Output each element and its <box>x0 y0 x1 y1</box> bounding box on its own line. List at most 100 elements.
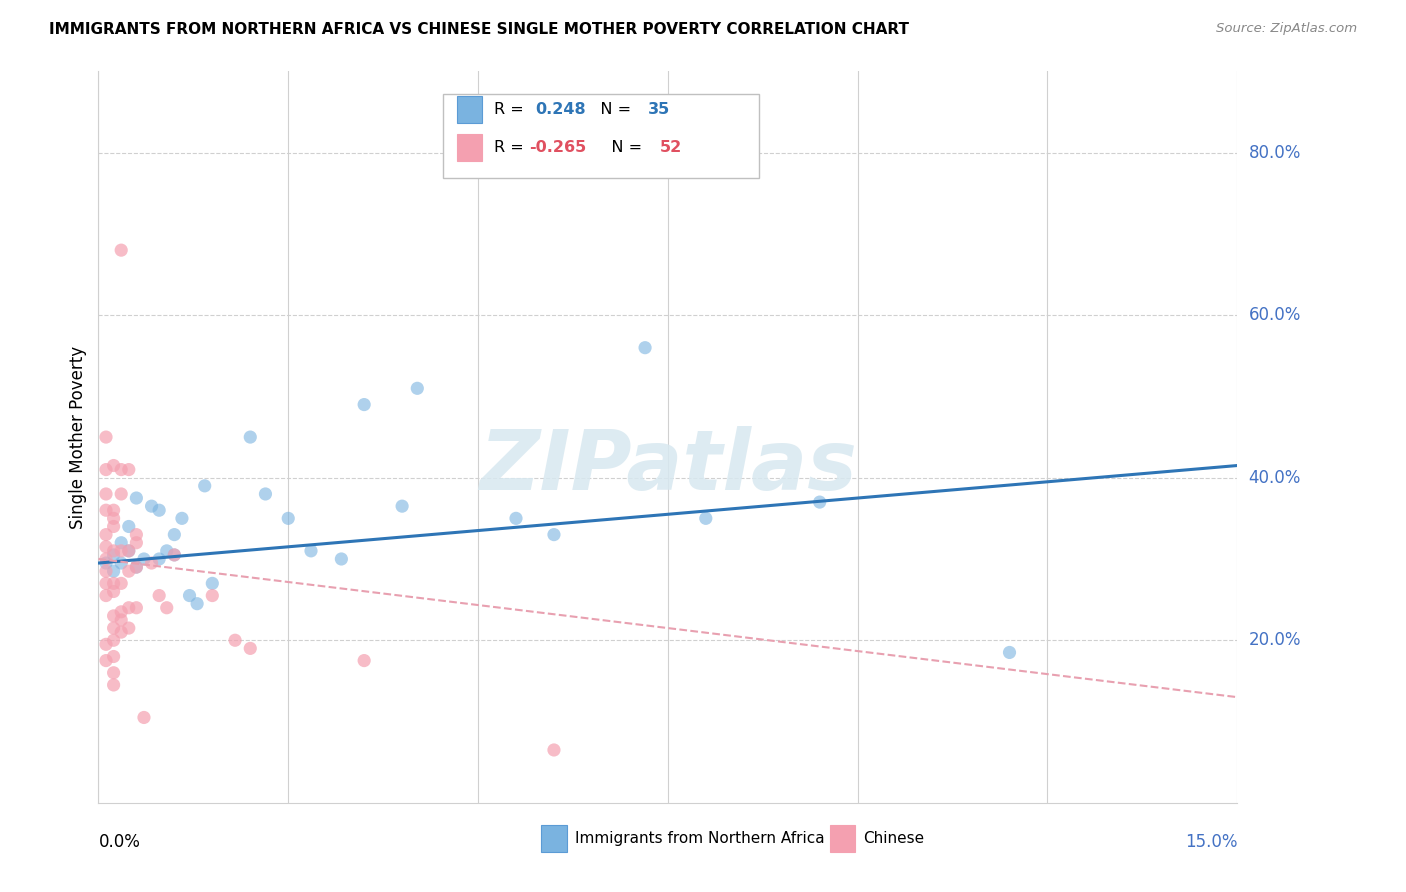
Text: Chinese: Chinese <box>863 831 924 846</box>
Point <box>239 430 262 444</box>
Point <box>103 576 125 591</box>
Point <box>125 560 148 574</box>
Point <box>110 535 132 549</box>
Point <box>148 503 170 517</box>
Text: IMMIGRANTS FROM NORTHERN AFRICA VS CHINESE SINGLE MOTHER POVERTY CORRELATION CHA: IMMIGRANTS FROM NORTHERN AFRICA VS CHINE… <box>49 22 910 37</box>
Text: R =: R = <box>494 103 533 117</box>
Point <box>141 499 163 513</box>
Point <box>118 544 141 558</box>
Point <box>110 613 132 627</box>
Point <box>125 535 148 549</box>
Point <box>103 458 125 473</box>
Text: 40.0%: 40.0% <box>1249 468 1301 487</box>
Point <box>132 710 155 724</box>
Point <box>998 645 1021 659</box>
Point <box>94 556 117 570</box>
Point <box>132 552 155 566</box>
Point <box>103 548 125 562</box>
Point <box>118 519 141 533</box>
Point <box>110 576 132 591</box>
Point <box>299 544 322 558</box>
Point <box>110 605 132 619</box>
Point <box>148 552 170 566</box>
Point <box>406 381 429 395</box>
Point <box>125 560 148 574</box>
Point <box>353 654 375 668</box>
Point <box>110 462 132 476</box>
Point <box>125 527 148 541</box>
Point <box>118 462 141 476</box>
Point <box>170 511 193 525</box>
Point <box>391 499 413 513</box>
Point <box>94 430 117 444</box>
Point <box>94 589 117 603</box>
Point <box>194 479 217 493</box>
Point <box>148 589 170 603</box>
Point <box>94 564 117 578</box>
Point <box>277 511 299 525</box>
Point <box>163 548 186 562</box>
Point <box>103 564 125 578</box>
Point <box>94 527 117 541</box>
Point <box>110 487 132 501</box>
Point <box>505 511 527 525</box>
Point <box>353 398 375 412</box>
Point <box>103 678 125 692</box>
Point <box>179 589 201 603</box>
Point <box>103 649 125 664</box>
Y-axis label: Single Mother Poverty: Single Mother Poverty <box>69 345 87 529</box>
Point <box>543 743 565 757</box>
Point <box>103 665 125 680</box>
Point <box>103 633 125 648</box>
Point <box>201 576 224 591</box>
Text: N =: N = <box>596 140 647 154</box>
Text: 35: 35 <box>648 103 671 117</box>
Point <box>103 584 125 599</box>
Point <box>103 519 125 533</box>
Point <box>156 544 179 558</box>
Point <box>543 527 565 541</box>
Point <box>94 503 117 517</box>
Point <box>695 511 717 525</box>
Point <box>224 633 246 648</box>
Point <box>808 495 831 509</box>
Text: 60.0%: 60.0% <box>1249 306 1301 324</box>
Text: Source: ZipAtlas.com: Source: ZipAtlas.com <box>1216 22 1357 36</box>
Point <box>94 552 117 566</box>
Text: 0.248: 0.248 <box>536 103 586 117</box>
Point <box>118 564 141 578</box>
Text: 15.0%: 15.0% <box>1185 833 1237 851</box>
Point <box>103 544 125 558</box>
Point <box>94 540 117 554</box>
Point <box>156 600 179 615</box>
Point <box>125 600 148 615</box>
Point <box>201 589 224 603</box>
Point <box>163 548 186 562</box>
Point <box>118 600 141 615</box>
Point <box>103 621 125 635</box>
Text: N =: N = <box>585 103 636 117</box>
Point <box>103 511 125 525</box>
Point <box>103 608 125 623</box>
Text: ZIPatlas: ZIPatlas <box>479 425 856 507</box>
Point <box>94 637 117 651</box>
Point <box>94 576 117 591</box>
Point <box>125 491 148 505</box>
Point <box>94 654 117 668</box>
Point <box>186 597 208 611</box>
Point <box>634 341 657 355</box>
Text: 20.0%: 20.0% <box>1249 632 1301 649</box>
Text: R =: R = <box>494 140 529 154</box>
Point <box>118 544 141 558</box>
Point <box>110 544 132 558</box>
Point <box>141 556 163 570</box>
Point <box>163 527 186 541</box>
Point <box>118 621 141 635</box>
Point <box>94 487 117 501</box>
Text: 52: 52 <box>659 140 682 154</box>
Text: Immigrants from Northern Africa: Immigrants from Northern Africa <box>575 831 825 846</box>
Point <box>254 487 277 501</box>
Point <box>239 641 262 656</box>
Point <box>94 462 117 476</box>
Point <box>110 243 132 257</box>
